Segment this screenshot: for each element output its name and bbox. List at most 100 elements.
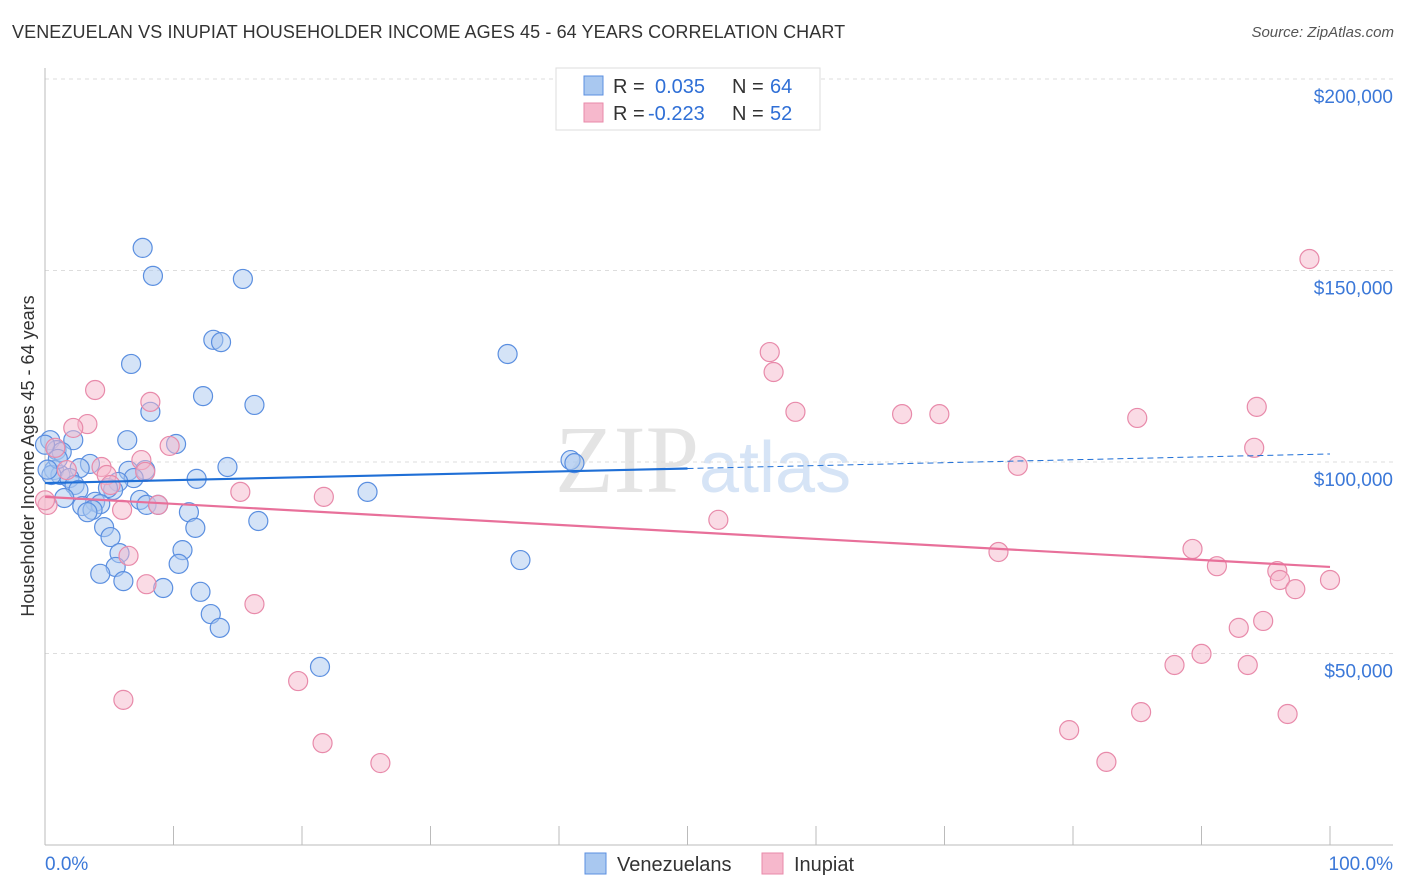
inupiat-point: [891, 404, 913, 425]
inupiat-point: [1164, 654, 1185, 676]
legend-n-label: N =: [732, 103, 764, 125]
x-tick-label-min: 0.0%: [45, 854, 88, 875]
inupiat-point: [1127, 407, 1148, 429]
legend-swatch-pink: [583, 102, 604, 123]
inupiat-point: [1299, 248, 1320, 270]
venezuelan-point: [37, 459, 58, 480]
x-tick-label-max: 100.0%: [1329, 854, 1394, 875]
venezuelan-point: [153, 577, 174, 599]
inupiat-point: [1191, 643, 1212, 664]
legend-swatch-inupiat: [761, 852, 784, 875]
venezuelan-point: [113, 571, 134, 592]
venezuelan-point: [210, 332, 232, 353]
y-tick-label: $150,000: [1314, 279, 1393, 300]
inupiat-point: [1237, 654, 1258, 676]
venezuelan-point: [232, 268, 253, 290]
inupiat-point: [34, 490, 56, 511]
inupiat-point: [140, 391, 161, 412]
chart-title: VENEZUELAN VS INUPIAT HOUSEHOLDER INCOME…: [12, 22, 846, 42]
venezuelan-point: [510, 549, 531, 571]
inupiat-point: [988, 541, 1009, 563]
venezuelan-point: [209, 617, 230, 638]
inupiat-point: [56, 459, 77, 481]
inupiat-point: [111, 499, 133, 520]
y-tick-label: $200,000: [1314, 87, 1393, 108]
inupiat-point: [1228, 617, 1249, 638]
inupiat-point: [1182, 538, 1203, 560]
venezuelan-point: [309, 656, 331, 678]
inupiat-point: [136, 574, 157, 595]
series-legend: Venezuelans Inupiat: [584, 852, 854, 876]
venezuelan-point: [497, 343, 518, 365]
inupiat-point: [1007, 455, 1028, 476]
venezuelan-point: [100, 526, 121, 548]
inupiat-point: [1253, 610, 1274, 632]
venezuelan-point: [244, 394, 265, 416]
venezuelan-trend-extension: [687, 453, 1331, 470]
inupiat-point: [113, 689, 134, 710]
y-axis-label: Householder Income Ages 45 - 64 years: [18, 295, 38, 616]
inupiat-point: [1285, 579, 1306, 600]
legend-r-value: 0.035: [655, 76, 705, 98]
venezuelan-point: [248, 510, 269, 532]
inupiat-point: [288, 670, 309, 692]
inupiat-point: [1319, 569, 1341, 591]
inupiat-trend-line: [44, 495, 1331, 569]
inupiat-point: [708, 509, 729, 530]
legend-swatch-venezuelans: [584, 852, 607, 875]
venezuelan-point: [117, 430, 138, 451]
inupiat-point: [1269, 569, 1290, 591]
legend-n-value: 52: [770, 103, 792, 125]
legend-label-venezuelans: Venezuelans: [617, 854, 732, 876]
venezuelan-point: [357, 481, 378, 502]
legend-n-label: N =: [732, 76, 764, 98]
venezuelan-point: [132, 237, 153, 259]
inupiat-point: [85, 379, 106, 401]
inupiat-point: [63, 417, 84, 439]
inupiat-point: [929, 404, 950, 425]
inupiat-point: [312, 733, 333, 754]
y-tick-label: $50,000: [1324, 662, 1393, 683]
venezuelan-point: [77, 502, 98, 523]
venezuelan-point: [90, 563, 111, 584]
venezuelan-point: [142, 265, 164, 286]
venezuelan-point: [190, 581, 211, 602]
venezuelan-point: [564, 453, 585, 474]
legend-label-inupiat: Inupiat: [794, 854, 854, 876]
inupiat-point: [118, 545, 139, 566]
inupiat-point: [159, 435, 180, 457]
inupiat-point: [785, 401, 806, 422]
inupiat-point: [1277, 703, 1298, 725]
venezuelan-point: [217, 456, 238, 478]
inupiat-point: [759, 341, 780, 363]
legend-r-label: R =: [613, 103, 645, 125]
y-tick-label: $100,000: [1314, 470, 1393, 491]
inupiat-point: [1131, 701, 1152, 723]
inupiat-point: [244, 593, 265, 615]
inupiat-point: [45, 437, 66, 458]
stats-legend: R = 0.035 N = 64 R = -0.223 N = 52: [555, 67, 821, 131]
inupiat-point: [763, 361, 784, 383]
venezuelan-point: [120, 353, 142, 375]
inupiat-point: [1096, 751, 1117, 772]
legend-n-value: 64: [770, 76, 792, 98]
venezuelan-point: [168, 553, 189, 574]
venezuelan-point: [185, 517, 206, 538]
inupiat-point: [1059, 719, 1080, 741]
venezuelan-point: [192, 386, 214, 407]
inupiat-point: [147, 494, 169, 515]
inupiat-point: [100, 474, 121, 496]
inupiat-point: [1246, 396, 1267, 417]
inupiat-point: [370, 752, 391, 774]
venezuelan-trend-line: [44, 467, 688, 485]
source-label: Source: ZipAtlas.com: [1251, 24, 1394, 41]
legend-r-label: R =: [613, 76, 645, 98]
legend-swatch-blue: [583, 75, 604, 96]
inupiat-point: [230, 481, 251, 502]
inupiat-point: [135, 461, 156, 483]
inupiat-point: [313, 486, 334, 507]
inupiat-point: [1244, 437, 1265, 458]
legend-r-value: -0.223: [648, 103, 705, 125]
